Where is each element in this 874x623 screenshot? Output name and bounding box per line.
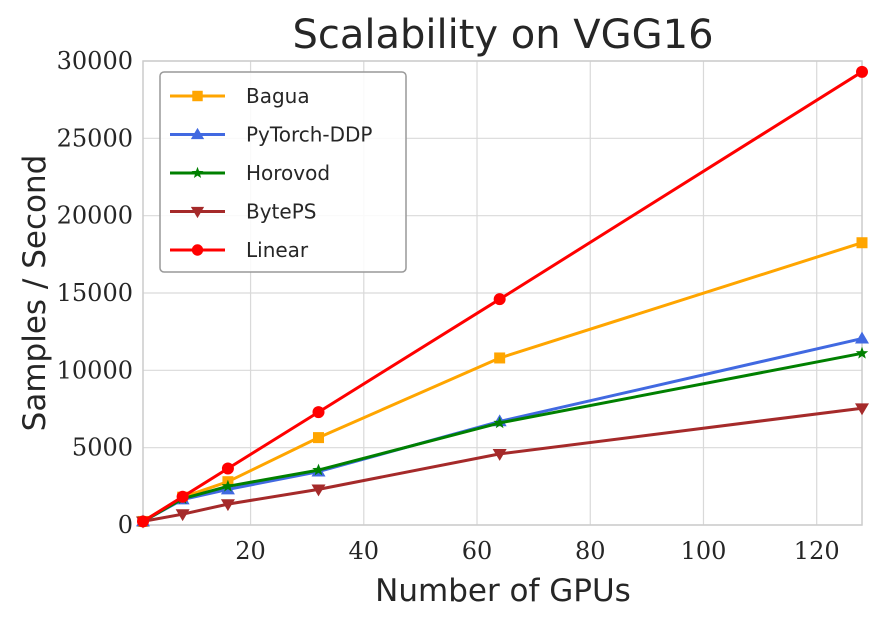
- legend-label: PyTorch-DDP: [246, 123, 372, 147]
- y-tick-label: 5000: [72, 434, 133, 462]
- legend-item: PyTorch-DDP: [170, 123, 372, 147]
- data-point: [856, 65, 868, 78]
- data-point: [492, 448, 507, 461]
- y-axis-label: Samples / Second: [17, 155, 53, 432]
- y-tick-label: 30000: [57, 47, 133, 75]
- data-point: [312, 463, 325, 476]
- data-point: [855, 331, 869, 344]
- y-tick-label: 25000: [57, 124, 133, 152]
- x-tick-label: 20: [235, 537, 266, 565]
- data-point: [494, 352, 506, 364]
- data-point: [856, 237, 868, 249]
- legend-label: BytePS: [246, 200, 316, 224]
- legend-label: Bagua: [246, 84, 310, 108]
- x-tick-label: 120: [794, 537, 840, 565]
- legend-item: Bagua: [170, 84, 310, 108]
- data-point: [312, 406, 325, 419]
- x-axis-ticks: 20 40 60 80 100 120: [235, 537, 839, 565]
- data-point: [175, 509, 190, 522]
- data-point: [493, 293, 506, 306]
- x-tick-label: 80: [575, 537, 606, 565]
- series-line: [142, 406, 863, 523]
- legend-label: Linear: [246, 238, 309, 262]
- legend-item: Linear: [170, 238, 309, 262]
- legend-marker: [191, 166, 204, 178]
- y-tick-label: 15000: [57, 279, 133, 307]
- legend-marker: [190, 127, 205, 140]
- legend-frame: [159, 71, 407, 273]
- data-point: [313, 432, 325, 444]
- legend-marker: [190, 206, 205, 219]
- data-point: [855, 403, 869, 416]
- legend-marker: [192, 90, 203, 102]
- series-linear: [137, 65, 868, 528]
- series-line: [142, 70, 863, 523]
- y-tick-label: 20000: [57, 202, 133, 230]
- data-point: [855, 346, 869, 359]
- y-tick-label: 10000: [57, 356, 133, 384]
- legend-item: BytePS: [170, 200, 316, 224]
- data-point: [176, 490, 189, 503]
- legend-label: Horovod: [246, 161, 330, 185]
- data-point: [493, 416, 506, 429]
- data-point: [221, 462, 234, 475]
- legend-item: Horovod: [170, 161, 330, 185]
- x-axis-label: Number of GPUs: [375, 573, 631, 609]
- data-point: [221, 479, 235, 492]
- legend: Bagua PyTorch-DDP Horovod BytePS Linear: [159, 71, 407, 273]
- x-tick-label: 60: [462, 537, 493, 565]
- data-point: [311, 484, 326, 497]
- data-point: [137, 515, 149, 528]
- x-tick-label: 40: [349, 537, 380, 565]
- plot-frame: [142, 60, 863, 526]
- data-point: [220, 499, 235, 512]
- y-tick-label: 0: [118, 511, 133, 539]
- y-axis-ticks: 0 5000 10000 15000 20000 25000 30000: [57, 47, 133, 539]
- legend-marker: [191, 244, 204, 256]
- series-layer: [136, 65, 869, 529]
- chart-title: Scalability on VGG16: [292, 12, 713, 58]
- x-tick-label: 100: [681, 537, 727, 565]
